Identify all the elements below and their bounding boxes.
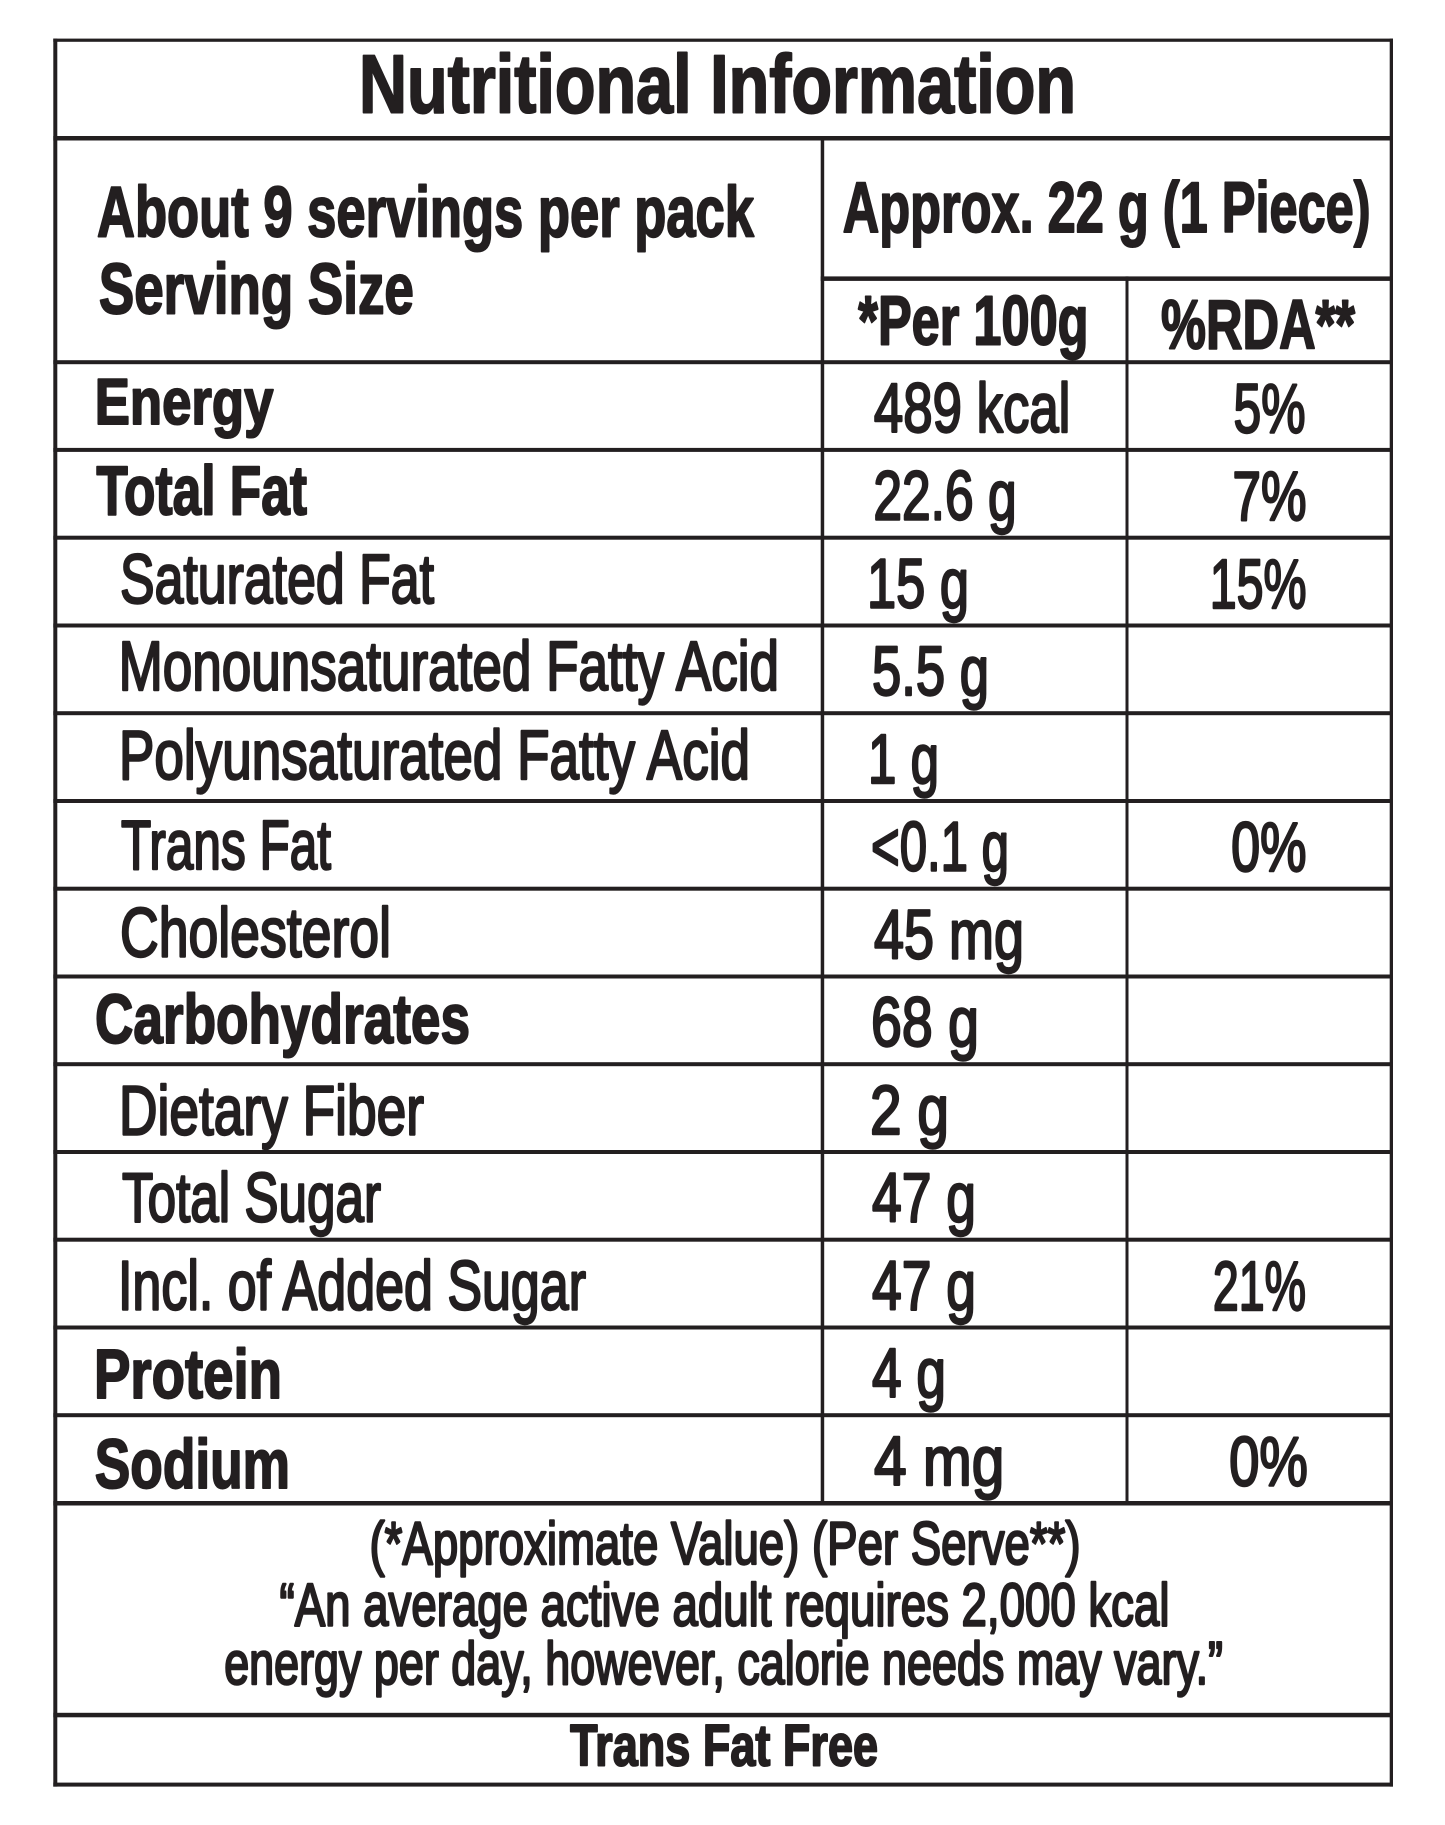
svg-text:4 mg: 4 mg xyxy=(874,1422,1004,1500)
svg-text:<0.1 g: <0.1 g xyxy=(871,808,1009,886)
svg-text:Nutritional Information: Nutritional Information xyxy=(359,38,1076,131)
svg-text:Polyunsaturated Fatty Acid: Polyunsaturated Fatty Acid xyxy=(119,716,750,794)
svg-text:1 g: 1 g xyxy=(868,720,939,798)
svg-text:“An average active adult requi: “An average active adult requires 2,000 … xyxy=(280,1572,1170,1639)
svg-text:2 g: 2 g xyxy=(870,1071,949,1149)
svg-text:15%: 15% xyxy=(1210,545,1307,623)
svg-text:energy per day, however, calor: energy per day, however, calorie needs m… xyxy=(224,1630,1223,1697)
svg-text:Trans Fat Free: Trans Fat Free xyxy=(570,1713,878,1778)
svg-text:5%: 5% xyxy=(1234,369,1306,447)
svg-text:Sodium: Sodium xyxy=(95,1425,290,1503)
svg-text:Protein: Protein xyxy=(94,1335,282,1413)
svg-text:Total Fat: Total Fat xyxy=(96,452,307,530)
svg-text:Energy: Energy xyxy=(95,365,274,438)
svg-text:4 g: 4 g xyxy=(872,1334,946,1412)
svg-text:Incl. of Added Sugar: Incl. of Added Sugar xyxy=(118,1247,586,1325)
svg-text:Trans Fat: Trans Fat xyxy=(121,806,331,884)
svg-text:Total Sugar: Total Sugar xyxy=(122,1159,381,1237)
svg-text:0%: 0% xyxy=(1231,808,1306,886)
svg-text:(*Approximate Value) (Per Serv: (*Approximate Value) (Per Serve**) xyxy=(370,1510,1081,1577)
svg-text:Approx. 22 g (1 Piece): Approx. 22 g (1 Piece) xyxy=(843,169,1371,248)
svg-text:Saturated Fat: Saturated Fat xyxy=(120,540,434,618)
svg-text:68 g: 68 g xyxy=(871,983,979,1061)
svg-text:Monounsaturated Fatty Acid: Monounsaturated Fatty Acid xyxy=(119,627,779,705)
svg-text:5.5 g: 5.5 g xyxy=(872,632,989,710)
svg-text:About 9 servings per pack: About 9 servings per pack xyxy=(97,173,754,252)
svg-text:21%: 21% xyxy=(1213,1247,1306,1325)
svg-text:47 g: 47 g xyxy=(872,1247,976,1325)
svg-text:Dietary Fiber: Dietary Fiber xyxy=(119,1071,424,1149)
svg-text:Cholesterol: Cholesterol xyxy=(120,894,391,972)
svg-text:15 g: 15 g xyxy=(867,545,969,623)
svg-text:489 kcal: 489 kcal xyxy=(874,369,1071,447)
svg-text:0%: 0% xyxy=(1229,1423,1308,1501)
svg-text:%RDA**: %RDA** xyxy=(1161,285,1356,363)
svg-text:45 mg: 45 mg xyxy=(874,896,1024,974)
svg-text:*Per 100g: *Per 100g xyxy=(858,281,1088,359)
svg-text:Serving Size: Serving Size xyxy=(99,250,414,329)
svg-text:47 g: 47 g xyxy=(872,1159,976,1237)
svg-text:7%: 7% xyxy=(1233,457,1307,535)
svg-text:22.6 g: 22.6 g xyxy=(873,457,1016,535)
svg-text:Carbohydrates: Carbohydrates xyxy=(95,980,470,1058)
